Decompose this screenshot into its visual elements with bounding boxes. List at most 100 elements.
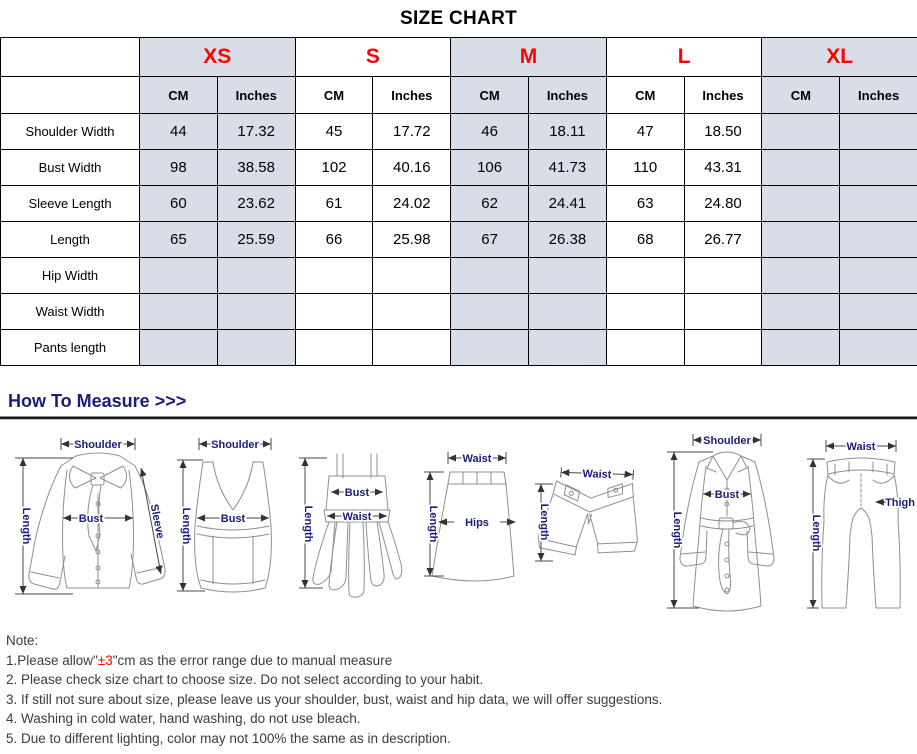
value-cell: 24.02 [372,185,452,222]
measure-label-length: Length [427,506,439,543]
value-cell: 26.77 [683,221,763,258]
measure-label-bust: Bust [221,513,246,525]
value-cell [372,329,452,366]
unit-header-inches: Inches [839,76,917,114]
value-cell: 18.11 [528,113,607,150]
value-cell [839,113,917,150]
measure-label-length: Length [538,504,550,541]
skirt-outline [431,471,515,582]
figure-tank-top: Shoulder Length Bust [177,437,273,593]
value-cell [294,329,374,366]
tank-top-dimensions: Shoulder Length Bust [177,437,272,592]
measure-label-shoulder: Shoulder [703,435,751,447]
value-cell [761,293,841,330]
value-cell [216,257,296,294]
value-cell [683,329,763,366]
measure-label-shoulder: Shoulder [211,439,259,451]
shorts-length-dimension: Length [534,483,553,562]
figure-dress: Length Bust Waist [299,453,403,598]
table-row: Length 65 25.59 66 25.98 67 26.38 68 26.77 [0,221,917,258]
value-cell: 47 [605,113,685,150]
unit-header-cm: CM [139,76,218,114]
value-cell: 17.32 [216,113,296,150]
measure-label-length: Length [302,506,314,543]
value-cell [839,149,917,186]
figure-blouse: Shoulder Length Bust Sleeve [15,437,168,595]
value-cell: 25.59 [216,221,296,258]
value-cell: 38.58 [216,149,296,186]
figure-pants: Waist Length Thigh [806,439,916,609]
value-cell: 26.38 [528,221,607,258]
measure-label-hips: Hips [466,517,490,529]
measure-label-waist: Waist [463,453,492,465]
value-cell [139,329,218,366]
how-to-measure-heading: How To Measure >>> [8,391,187,411]
value-cell [839,257,917,294]
notes-section: Note: 1.Please allow"±3"cm as the error … [0,621,917,748]
measure-figures: Shoulder Length Bust Sleeve Shoulder [0,420,917,621]
row-label: Bust Width [0,149,140,186]
value-cell: 46 [450,113,530,150]
value-cell [528,329,607,366]
value-cell: 65 [139,221,218,258]
unit-header-cm: CM [294,76,374,114]
figure-coat: Shoulder Length Bust [666,433,775,612]
table-corner-cell-2 [0,76,140,114]
note-line-1: 1.Please allow"±3"cm as the error range … [6,651,917,671]
unit-header-cm: CM [605,76,685,114]
row-label: Shoulder Width [0,113,140,150]
value-cell [683,257,763,294]
unit-header-inches: Inches [683,76,763,114]
size-table-body: Shoulder Width 44 17.32 45 17.72 46 18.11 47 18.… [0,113,917,366]
note-line-5: 5. Due to different lighting, color may … [6,730,451,746]
value-cell: 25.98 [372,221,452,258]
note-line-4: 4. Washing in cold water, hand washing, … [6,711,361,726]
coat-dimensions: Shoulder Length Bust [666,433,762,609]
value-cell: 62 [450,185,530,222]
value-cell: 106 [450,149,530,186]
size-header-s: S [294,37,452,77]
value-cell [683,293,763,330]
pants-dimensions: Waist Length Thigh [806,439,916,609]
value-cell [450,257,530,294]
value-cell: 45 [294,113,374,150]
value-cell [839,185,917,222]
measure-label-waist: Waist [846,441,875,453]
value-cell [761,113,841,150]
table-row: Sleeve Length 60 23.62 61 24.02 62 24.41 63 24.8… [0,185,917,222]
measure-label-waist: Waist [343,511,372,523]
value-cell [761,329,841,366]
measure-label-bust: Bust [79,513,104,525]
note-1-tolerance: ±3 [97,652,113,668]
value-cell [372,293,452,330]
blouse-dimensions: Shoulder Length Bust Sleeve [15,437,168,595]
note-1-text-end: "cm as the error range due to manual mea… [112,652,393,668]
measure-label-bust: Bust [345,487,370,499]
measure-label-length: Length [20,508,32,545]
divider-rule [0,416,917,420]
table-corner-cell [0,37,140,77]
shorts-outline [537,480,638,556]
value-cell: 61 [294,185,374,222]
page-title: SIZE CHART [400,8,517,29]
unit-header-inches: Inches [216,76,296,114]
value-cell [528,257,607,294]
value-cell: 66 [294,221,374,258]
value-cell: 110 [605,149,685,186]
coat-outline [679,451,775,612]
value-cell: 68 [605,221,685,258]
unit-header-inches: Inches [528,76,607,114]
value-cell [139,257,218,294]
measure-label-thigh: Thigh [885,497,915,509]
size-header-m: M [450,37,607,77]
value-cell: 40.16 [372,149,452,186]
value-cell [839,221,917,258]
unit-header-cm: CM [761,76,841,114]
measure-label-length: Length [810,515,822,552]
row-label: Pants length [0,329,140,366]
value-cell: 60 [139,185,218,222]
value-cell [761,257,841,294]
value-cell: 23.62 [216,185,296,222]
value-cell: 63 [605,185,685,222]
value-cell: 18.50 [683,113,763,150]
